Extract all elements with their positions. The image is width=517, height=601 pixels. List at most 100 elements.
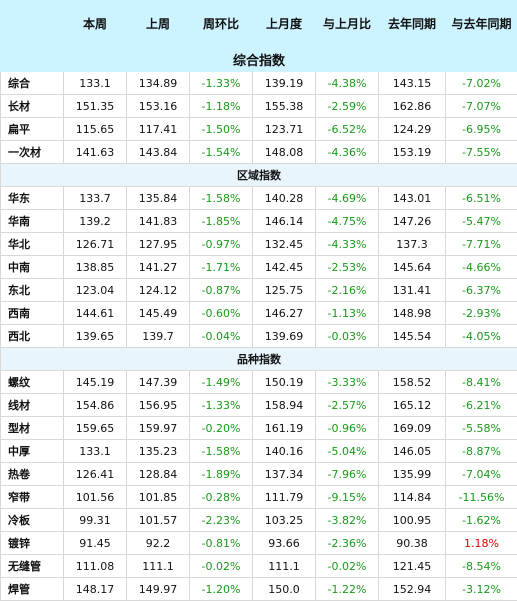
section-row: 区域指数 [1,164,517,187]
table-cell: -1.33% [190,394,253,417]
header-cell: 与上月比 [316,1,379,47]
table-cell: -2.59% [316,95,379,118]
header-cell: 上周 [127,1,190,47]
table-cell: -8.41% [446,371,517,394]
table-cell: -2.36% [316,532,379,555]
table-cell: -2.57% [316,394,379,417]
table-cell: 100.95 [379,509,446,532]
table-cell: -1.54% [190,141,253,164]
table-cell: -2.93% [446,302,517,325]
table-cell: 146.27 [253,302,316,325]
table-cell: -2.16% [316,279,379,302]
table-cell: 99.31 [64,509,127,532]
table-cell: -0.04% [190,325,253,348]
table-cell: 140.28 [253,187,316,210]
table-cell: -1.58% [190,440,253,463]
table-cell: 145.54 [379,325,446,348]
table-cell: -5.47% [446,210,517,233]
row-label: 热卷 [1,463,64,486]
table-cell: 111.79 [253,486,316,509]
row-label: 华南 [1,210,64,233]
table-cell: 92.2 [127,532,190,555]
table-cell: 121.45 [379,555,446,578]
row-label: 华东 [1,187,64,210]
header-cell: 上月度 [253,1,316,47]
table-cell: -1.20% [190,578,253,601]
table-cell: 143.01 [379,187,446,210]
table-cell: 162.86 [379,95,446,118]
table-cell: 148.17 [64,578,127,601]
table-cell: -8.87% [446,440,517,463]
row-label: 线材 [1,394,64,417]
table-cell: 133.7 [64,187,127,210]
table-cell: 111.1 [127,555,190,578]
table-cell: 150.0 [253,578,316,601]
table-cell: -5.58% [446,417,517,440]
table-cell: -3.33% [316,371,379,394]
table-cell: -1.50% [190,118,253,141]
table-cell: -4.36% [316,141,379,164]
table-cell: -2.23% [190,509,253,532]
table-cell: 133.1 [64,72,127,95]
table-cell: 148.08 [253,141,316,164]
header-cell: 周环比 [190,1,253,47]
table-cell: 145.49 [127,302,190,325]
table-cell: 159.97 [127,417,190,440]
table-cell: 90.38 [379,532,446,555]
table-cell: 153.19 [379,141,446,164]
table-cell: 135.84 [127,187,190,210]
table-cell: 161.19 [253,417,316,440]
table-cell: 145.64 [379,256,446,279]
table-cell: -0.87% [190,279,253,302]
table-cell: -1.62% [446,509,517,532]
table-cell: -1.18% [190,95,253,118]
table-cell: 126.41 [64,463,127,486]
table-cell: 146.14 [253,210,316,233]
table-cell: -6.95% [446,118,517,141]
table-cell: -2.53% [316,256,379,279]
table-cell: 132.45 [253,233,316,256]
table-cell: -3.82% [316,509,379,532]
table-cell: 139.19 [253,72,316,95]
row-label: 螺纹 [1,371,64,394]
header-cell: 与去年同期 [446,1,517,47]
table-cell: 135.23 [127,440,190,463]
table-cell: 142.45 [253,256,316,279]
table-cell: 93.66 [253,532,316,555]
table-cell: 131.41 [379,279,446,302]
header-cell [1,1,64,47]
table-cell: -0.96% [316,417,379,440]
table-cell: -1.85% [190,210,253,233]
table-cell: 103.25 [253,509,316,532]
table-cell: -0.60% [190,302,253,325]
table-cell: 111.08 [64,555,127,578]
table-cell: -4.66% [446,256,517,279]
table-cell: 134.89 [127,72,190,95]
table-cell: 133.1 [64,440,127,463]
table-cell: -5.04% [316,440,379,463]
table-cell: -0.28% [190,486,253,509]
table-cell: 141.27 [127,256,190,279]
table-cell: 124.12 [127,279,190,302]
table-cell: 115.65 [64,118,127,141]
section-title: 综合指数 [1,47,517,72]
table-cell: 159.65 [64,417,127,440]
table-cell: -3.12% [446,578,517,601]
table-cell: -8.54% [446,555,517,578]
table-cell: -0.02% [190,555,253,578]
table-cell: -1.89% [190,463,253,486]
